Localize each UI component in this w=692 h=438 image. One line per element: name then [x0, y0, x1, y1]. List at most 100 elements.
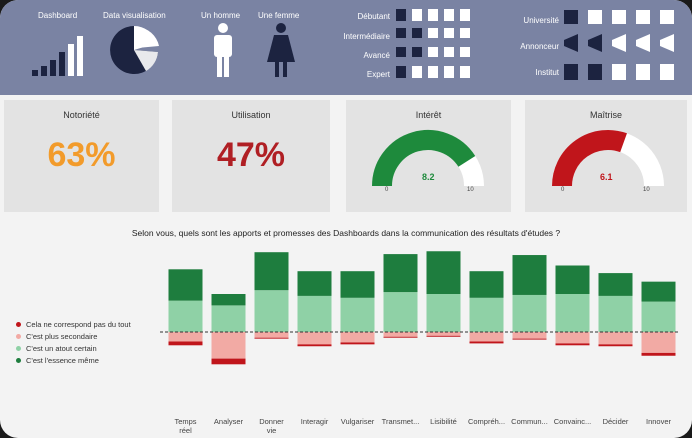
- x-tick-label-line: Commun...: [511, 417, 548, 426]
- bar-segment: [598, 295, 633, 332]
- gauge-min-label: 0: [385, 187, 389, 193]
- x-tick-label-line: Compréh...: [467, 417, 506, 426]
- x-tick-label-line: Temps: [174, 417, 197, 426]
- bar-segment: [469, 271, 504, 298]
- dashboard-label: Dashboard: [38, 11, 78, 20]
- bar-segment: [426, 335, 461, 337]
- legend-item: C'est un atout certain: [16, 342, 131, 354]
- x-tick-label: Transmet...: [379, 417, 423, 426]
- bar-segment: [211, 305, 246, 332]
- bar-segment: [641, 332, 676, 353]
- kpi-title: Utilisation: [231, 110, 271, 120]
- bar-segment: [340, 332, 375, 343]
- bar-segment: [555, 294, 590, 332]
- legend-item: C'est l'essence même: [16, 354, 131, 366]
- bar-segment: [641, 301, 676, 332]
- bar-segment: [340, 297, 375, 332]
- level-label: Intermédiaire: [343, 32, 390, 41]
- legend-label: C'est un atout certain: [26, 343, 97, 353]
- bar-segment: [469, 297, 504, 332]
- level-people-icons: [396, 9, 470, 78]
- bar-segment: [340, 342, 375, 345]
- legend-item: Cela ne correspond pas du tout: [16, 318, 131, 330]
- bar-segment: [512, 338, 547, 340]
- level-label: Avancé: [363, 51, 390, 60]
- bar-segment: [211, 332, 246, 359]
- diverging-bar-chart: [160, 251, 680, 365]
- x-tick-label-line: Vulgariser: [340, 417, 375, 426]
- gauge-max-label: 10: [643, 187, 650, 193]
- bar-segment: [168, 332, 203, 342]
- bar-segment: [383, 336, 418, 338]
- legend-label: Cela ne correspond pas du tout: [26, 319, 131, 329]
- bar-segment: [254, 337, 289, 339]
- x-tick-label-line: Convainc...: [553, 417, 592, 426]
- woman-icon: [267, 23, 295, 77]
- gauge-maitrise: [552, 130, 664, 187]
- dataviz-label: Data visualisation: [103, 11, 166, 20]
- bar-segment: [211, 294, 246, 306]
- x-tick-label-line: Donner: [259, 417, 284, 426]
- x-tick-label-line: réel: [179, 426, 192, 435]
- x-tick-label: Commun...: [508, 417, 552, 426]
- gauge-value: 6.1: [600, 172, 613, 182]
- kpi-value: 63%: [47, 136, 116, 174]
- bar-segment: [297, 332, 332, 345]
- x-tick-label: Interagir: [293, 417, 337, 426]
- org-type-icons: [564, 10, 674, 80]
- chart-title: Selon vous, quels sont les apports et pr…: [131, 228, 561, 238]
- bar-segment: [426, 294, 461, 332]
- gauge-value: 8.2: [422, 172, 435, 182]
- legend-swatch: [16, 333, 21, 339]
- x-tick-label: Temps réel: [164, 417, 208, 435]
- kpi-card-interet: Intérêt 0 10 8.2: [346, 100, 511, 212]
- gauge-max-label: 10: [467, 187, 474, 193]
- kpi-title: Notoriété: [63, 110, 100, 120]
- x-tick-label-line: vie: [266, 426, 277, 435]
- bar-segment: [254, 332, 289, 338]
- bar-segment: [383, 332, 418, 337]
- legend-item: C'est plus secondaire: [16, 330, 131, 342]
- bar-segment: [555, 265, 590, 294]
- x-tick-label-line: Transmet...: [381, 417, 420, 426]
- legend-swatch: [16, 345, 21, 351]
- bar-segment: [211, 358, 246, 365]
- legend-label: C'est plus secondaire: [26, 331, 98, 341]
- bar-segment: [340, 271, 375, 298]
- chart-legend: Cela ne correspond pas du tout C'est plu…: [16, 318, 131, 366]
- kpi-value: 47%: [216, 136, 286, 174]
- x-tick-label-line: Innover: [645, 417, 672, 426]
- level-label: Débutant: [357, 12, 390, 21]
- bar-segment: [598, 332, 633, 345]
- x-tick-label-line: Lisibilité: [430, 417, 457, 426]
- kpi-card-notoriete: Notoriété 63%: [4, 100, 159, 212]
- pie-chart-icon: [110, 25, 159, 74]
- bar-segment: [641, 352, 676, 356]
- bar-segment: [469, 341, 504, 344]
- x-tick-label-line: Décider: [602, 417, 629, 426]
- x-tick-label: Analyser: [207, 417, 251, 426]
- org-type-label: Institut: [535, 68, 559, 77]
- x-tick-label: Convainc...: [551, 417, 595, 426]
- x-tick-label: Vulgariser: [336, 417, 380, 426]
- bar-segment: [555, 343, 590, 346]
- header-banner: Dashboard Data visualisation Un homme Un…: [0, 0, 692, 95]
- x-tick-label: Lisibilité: [422, 417, 466, 426]
- x-tick-label-line: Analyser: [213, 417, 244, 426]
- org-type-label: Annonceur: [520, 42, 559, 51]
- bar-segment: [512, 255, 547, 295]
- gauge-min-label: 0: [561, 187, 565, 193]
- legend-swatch: [16, 321, 21, 327]
- bar-segment: [598, 344, 633, 347]
- kpi-title: Intérêt: [415, 110, 442, 120]
- bar-segment: [641, 281, 676, 302]
- woman-label: Une femme: [258, 11, 300, 20]
- bar-segment: [297, 295, 332, 332]
- bar-segment: [555, 332, 590, 344]
- legend-swatch: [16, 357, 21, 363]
- x-tick-label: Innover: [637, 417, 681, 426]
- bar-segment: [383, 292, 418, 332]
- bar-segment: [168, 300, 203, 332]
- kpi-card-maitrise: Maîtrise 0 10 6.1: [525, 100, 687, 212]
- bar-segment: [254, 290, 289, 332]
